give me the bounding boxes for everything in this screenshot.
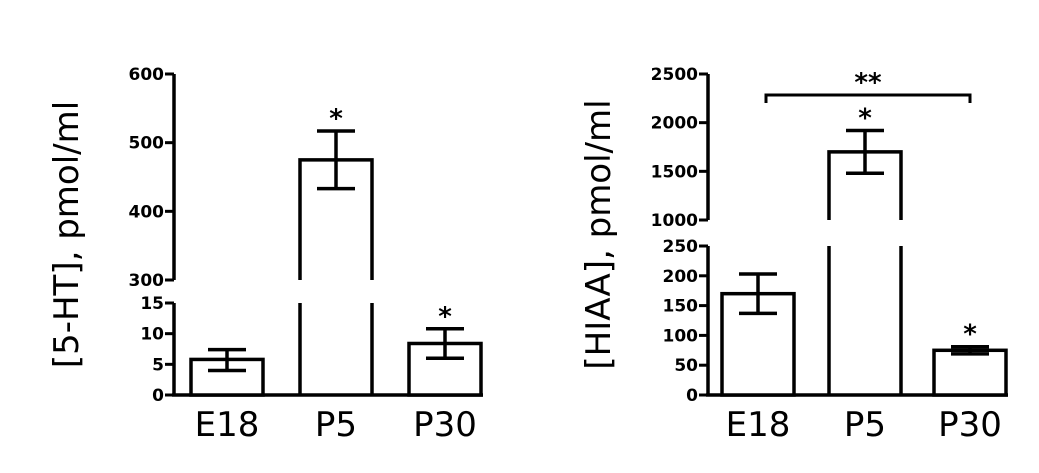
y-tick-label: 250: [663, 237, 699, 257]
bar-E18: E18: [189, 347, 265, 445]
y-tick-label: 1000: [651, 211, 698, 231]
x-tick-label: E18: [726, 405, 791, 445]
y-tick-label: 150: [663, 297, 699, 317]
bar-P30: * P30: [407, 302, 483, 445]
y-axis-label: [HIAA], pmol/ml: [579, 99, 619, 369]
y-tick-label: 400: [129, 202, 165, 222]
bar-E18: E18: [720, 272, 796, 445]
bracket-label: **: [854, 68, 882, 98]
significance-marker: *: [329, 104, 343, 134]
significance-marker: *: [438, 302, 452, 332]
y-tick-label: 5: [152, 355, 164, 375]
y-tick-label: 500: [129, 134, 165, 154]
y-tick-label: 0: [686, 386, 698, 406]
x-tick-label: E18: [195, 405, 260, 445]
y-tick-label: 50: [674, 356, 698, 376]
significance-marker: *: [858, 103, 872, 133]
y-tick-label: 600: [129, 65, 165, 85]
y-tick-label: 10: [140, 325, 164, 345]
significance-marker: *: [963, 320, 977, 350]
y-tick-label: 15: [140, 294, 164, 314]
x-tick-label: P5: [315, 405, 357, 445]
y-tick-label: 1500: [651, 162, 698, 182]
y-tick-label: 300: [129, 271, 165, 291]
y-tick-label: 0: [152, 386, 164, 406]
x-tick-label: P30: [413, 405, 477, 445]
significance-bracket: [764, 93, 972, 103]
y-tick-label: 100: [663, 326, 699, 346]
bar-P5: * P5: [298, 104, 374, 445]
bar-P30: * P30: [932, 320, 1008, 445]
y-axis-label: [5-HT], pmol/ml: [47, 101, 87, 368]
y-tick-label: 2000: [651, 114, 698, 134]
bar: [932, 348, 1008, 397]
chart-2: 0 50 100 150 200 250 1000 1500 2000 2500 [HIAA], p…: [579, 65, 1008, 445]
y-tick-label: 2500: [651, 65, 698, 85]
y-tick-label: 200: [663, 267, 699, 287]
bar-P5: * P5: [827, 103, 903, 445]
x-tick-label: P30: [938, 405, 1002, 445]
x-tick-label: P5: [844, 405, 886, 445]
